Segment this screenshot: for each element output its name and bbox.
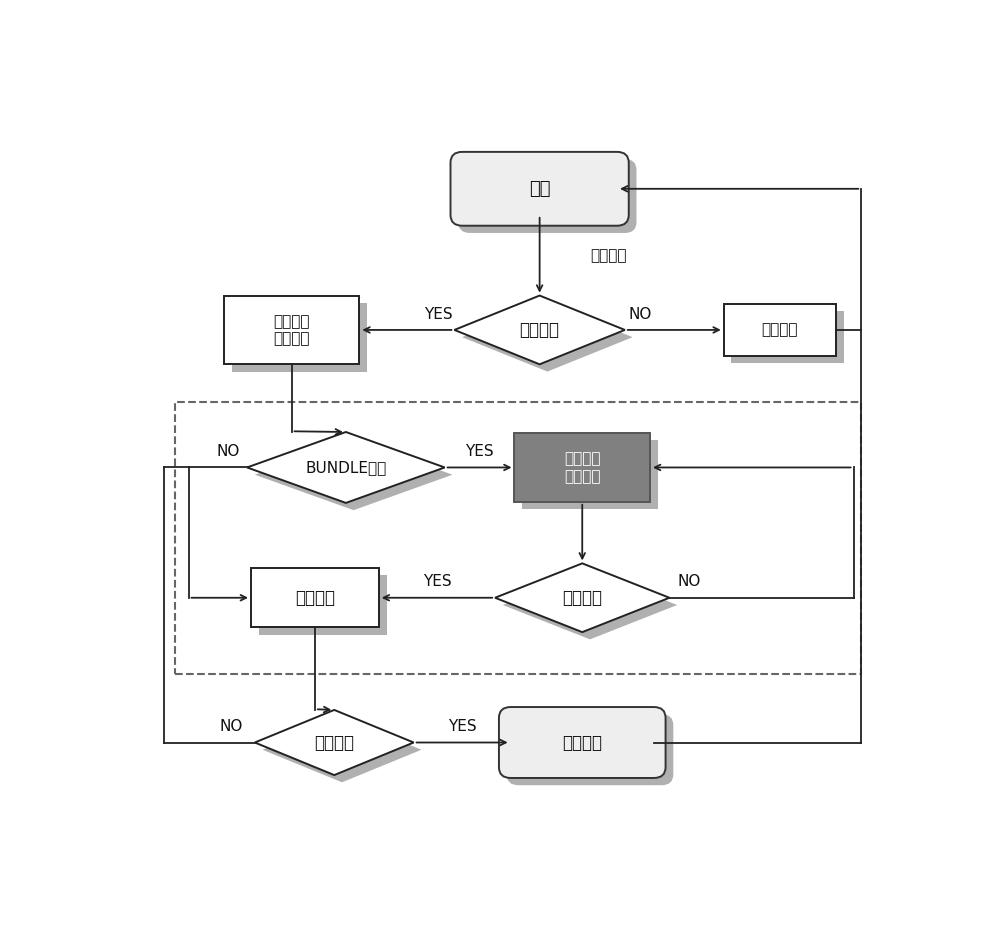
Bar xyxy=(514,433,650,502)
Text: NO: NO xyxy=(216,444,239,459)
Bar xyxy=(724,304,836,356)
Polygon shape xyxy=(503,571,677,639)
Text: BUNDLE完整: BUNDLE完整 xyxy=(305,460,386,475)
Text: 发送数据: 发送数据 xyxy=(295,588,335,606)
Text: NO: NO xyxy=(677,574,700,589)
Text: YES: YES xyxy=(448,719,476,734)
Bar xyxy=(175,402,861,674)
Text: 成功接收: 成功接收 xyxy=(314,733,354,751)
Text: 存储数据
提取路由: 存储数据 提取路由 xyxy=(273,314,310,346)
Text: NO: NO xyxy=(629,306,652,321)
Bar xyxy=(522,440,658,509)
FancyBboxPatch shape xyxy=(458,159,637,233)
Polygon shape xyxy=(255,710,414,776)
FancyBboxPatch shape xyxy=(499,707,666,778)
Polygon shape xyxy=(462,303,633,371)
Text: 存储数据: 存储数据 xyxy=(762,322,798,337)
Polygon shape xyxy=(454,295,625,365)
Bar xyxy=(224,295,359,365)
Polygon shape xyxy=(495,563,669,632)
Bar xyxy=(232,303,367,371)
Bar xyxy=(259,575,387,634)
Text: 空闲: 空闲 xyxy=(529,180,550,197)
Text: YES: YES xyxy=(423,574,451,589)
FancyBboxPatch shape xyxy=(451,152,629,226)
Text: YES: YES xyxy=(425,306,453,321)
Text: 发送结束: 发送结束 xyxy=(562,733,602,751)
Text: NO: NO xyxy=(220,719,243,734)
Bar xyxy=(251,568,379,627)
Polygon shape xyxy=(247,432,445,503)
Text: 选取路径
等待发送: 选取路径 等待发送 xyxy=(564,451,600,484)
Text: 路由信息: 路由信息 xyxy=(520,321,560,339)
Polygon shape xyxy=(255,439,452,510)
Polygon shape xyxy=(263,717,421,782)
Text: YES: YES xyxy=(465,444,494,459)
Text: 链路联通: 链路联通 xyxy=(562,588,602,606)
Text: 数据到达: 数据到达 xyxy=(590,248,626,262)
FancyBboxPatch shape xyxy=(507,714,673,785)
Bar xyxy=(731,311,844,363)
